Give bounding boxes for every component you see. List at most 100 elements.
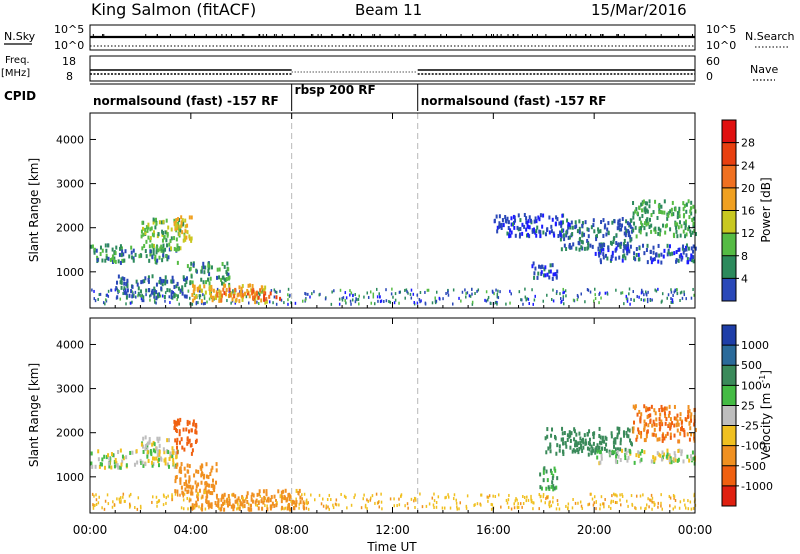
data-cell bbox=[269, 291, 272, 296]
data-cell bbox=[595, 237, 598, 242]
data-cell bbox=[198, 296, 201, 300]
data-cell bbox=[639, 419, 642, 424]
data-cell bbox=[648, 217, 651, 222]
data-cell bbox=[288, 497, 291, 502]
data-cell bbox=[694, 232, 697, 237]
data-cell bbox=[666, 243, 669, 248]
data-cell bbox=[230, 301, 232, 305]
data-cell bbox=[260, 499, 263, 504]
data-cell bbox=[134, 252, 137, 257]
data-cell bbox=[173, 285, 176, 290]
data-cell bbox=[340, 492, 342, 496]
data-cell bbox=[260, 298, 263, 303]
data-cell bbox=[665, 223, 668, 228]
data-cell bbox=[218, 295, 221, 300]
data-cell bbox=[685, 232, 688, 237]
data-cell bbox=[455, 498, 457, 502]
data-cell bbox=[517, 505, 520, 509]
velocity-colorbar-ticks: 1000 500 100 25 -25 -100 -500 -1000 bbox=[741, 339, 773, 493]
data-cell bbox=[630, 442, 633, 447]
data-cell bbox=[177, 222, 180, 227]
data-cell bbox=[383, 299, 385, 303]
data-cell bbox=[579, 500, 582, 504]
data-cell bbox=[578, 230, 581, 235]
data-cell bbox=[366, 498, 368, 502]
data-cell bbox=[305, 506, 308, 510]
data-cell bbox=[195, 484, 198, 489]
data-cell bbox=[617, 219, 620, 224]
data-cell bbox=[221, 293, 224, 298]
data-cell bbox=[97, 297, 99, 301]
data-cell bbox=[625, 228, 628, 233]
data-cell bbox=[176, 260, 179, 265]
data-cell bbox=[474, 291, 476, 295]
data-cell bbox=[644, 507, 646, 511]
data-cell bbox=[573, 299, 576, 303]
data-cell bbox=[151, 244, 154, 249]
data-cell bbox=[581, 221, 584, 226]
data-cell bbox=[543, 466, 546, 471]
data-cell bbox=[577, 240, 580, 245]
data-cell bbox=[620, 227, 623, 232]
data-cell bbox=[151, 456, 154, 461]
data-cell bbox=[561, 220, 564, 225]
data-cell bbox=[593, 495, 596, 499]
data-cell bbox=[560, 223, 563, 228]
data-cell bbox=[188, 479, 191, 484]
data-cell bbox=[318, 293, 321, 297]
data-cell bbox=[644, 201, 647, 206]
data-cell bbox=[574, 501, 577, 505]
data-cell bbox=[636, 295, 638, 299]
data-cell bbox=[345, 296, 348, 300]
data-cell bbox=[192, 298, 195, 303]
data-cell bbox=[494, 495, 497, 499]
data-cell bbox=[635, 494, 638, 498]
data-cell bbox=[380, 299, 383, 303]
power-colorbar-tick: 16 bbox=[741, 205, 755, 218]
data-cell bbox=[190, 274, 193, 279]
data-cell bbox=[409, 292, 412, 296]
data-cell bbox=[550, 224, 553, 229]
data-cell bbox=[147, 288, 150, 293]
data-cell bbox=[689, 206, 692, 211]
data-cell bbox=[277, 489, 280, 494]
data-cell bbox=[185, 479, 188, 484]
data-cell bbox=[143, 279, 146, 284]
data-cell bbox=[691, 218, 694, 223]
data-cell bbox=[601, 502, 604, 506]
data-cell bbox=[218, 275, 221, 280]
data-cell bbox=[690, 432, 693, 437]
data-cell bbox=[680, 420, 683, 425]
data-cell bbox=[195, 430, 198, 435]
data-cell bbox=[229, 293, 232, 298]
data-cell bbox=[283, 507, 285, 511]
data-cell bbox=[621, 291, 624, 295]
data-cell bbox=[627, 244, 630, 249]
data-cell bbox=[155, 301, 157, 305]
data-cell bbox=[581, 231, 584, 236]
data-cell bbox=[669, 252, 672, 257]
data-cell bbox=[205, 462, 208, 467]
data-cell bbox=[396, 504, 398, 508]
power-colorbar-tick: 20 bbox=[741, 182, 755, 195]
data-cell bbox=[624, 226, 627, 231]
data-cell bbox=[553, 486, 556, 491]
data-cell bbox=[578, 226, 581, 231]
data-cell bbox=[104, 499, 107, 503]
data-cell bbox=[549, 449, 552, 454]
data-cell bbox=[160, 286, 163, 291]
data-cell bbox=[438, 296, 441, 300]
data-cell bbox=[690, 412, 693, 417]
data-cell bbox=[525, 298, 527, 302]
data-cell bbox=[211, 298, 214, 303]
data-cell bbox=[158, 436, 161, 441]
data-cell bbox=[366, 291, 369, 295]
data-cell bbox=[617, 242, 620, 247]
data-cell bbox=[156, 500, 158, 504]
data-cell bbox=[179, 480, 182, 485]
data-cell bbox=[654, 411, 657, 416]
data-cell bbox=[228, 498, 231, 503]
data-cell bbox=[669, 426, 672, 431]
data-cell bbox=[545, 469, 548, 474]
data-cell bbox=[507, 505, 510, 509]
